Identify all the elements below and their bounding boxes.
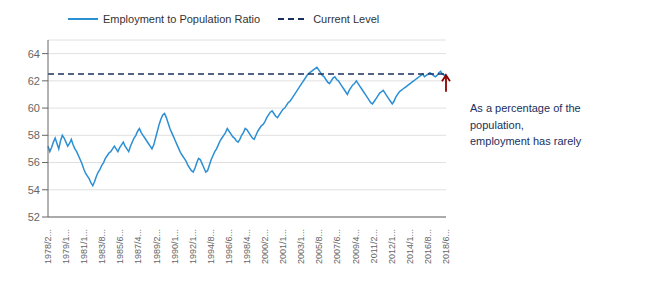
svg-text:1987/4...: 1987/4... xyxy=(133,229,143,264)
svg-text:54: 54 xyxy=(28,184,40,196)
svg-text:1989/2...: 1989/2... xyxy=(152,229,162,264)
svg-text:2016/8...: 2016/8... xyxy=(423,229,433,264)
html-text:As a percentage of the populat: As a percentage of the population, emplo… xyxy=(470,102,582,147)
svg-text:1985/6...: 1985/6... xyxy=(115,229,125,264)
svg-text:1996/6...: 1996/6... xyxy=(224,229,234,264)
svg-text:2007/6...: 2007/6... xyxy=(332,229,342,264)
svg-text:58: 58 xyxy=(28,129,40,141)
svg-text:2000/2...: 2000/2... xyxy=(260,229,270,264)
svg-text:2009/4...: 2009/4... xyxy=(351,229,361,264)
svg-text:2012/1...: 2012/1... xyxy=(387,229,397,264)
svg-text:2003/1...: 2003/1... xyxy=(296,229,306,264)
svg-text:2014/1...: 2014/1... xyxy=(405,229,415,264)
svg-text:64: 64 xyxy=(28,48,40,60)
svg-text:60: 60 xyxy=(28,102,40,114)
svg-text:1994/8...: 1994/8... xyxy=(206,229,216,264)
svg-text:52: 52 xyxy=(28,211,40,223)
svg-text:56: 56 xyxy=(28,156,40,168)
svg-text:1990/1...: 1990/1... xyxy=(170,229,180,264)
svg-text:1979/1...: 1979/1... xyxy=(61,229,71,264)
svg-text:2005/8...: 2005/8... xyxy=(314,229,324,264)
svg-text:1981/1...: 1981/1... xyxy=(79,229,89,264)
svg-text:2001/1...: 2001/1... xyxy=(278,229,288,264)
svg-text:1978/2...: 1978/2... xyxy=(43,229,53,264)
html-text:Current Level: Current Level xyxy=(313,13,380,25)
svg-text:1992/1...: 1992/1... xyxy=(188,229,198,264)
svg-text:1998/4...: 1998/4... xyxy=(242,229,252,264)
svg-text:2018/6...: 2018/6... xyxy=(441,229,451,264)
svg-text:2011/2...: 2011/2... xyxy=(369,229,379,263)
svg-text:62: 62 xyxy=(28,75,40,87)
html-text:Employment to Population Ratio: Employment to Population Ratio xyxy=(103,13,261,25)
svg-text:1983/8...: 1983/8... xyxy=(97,229,107,264)
